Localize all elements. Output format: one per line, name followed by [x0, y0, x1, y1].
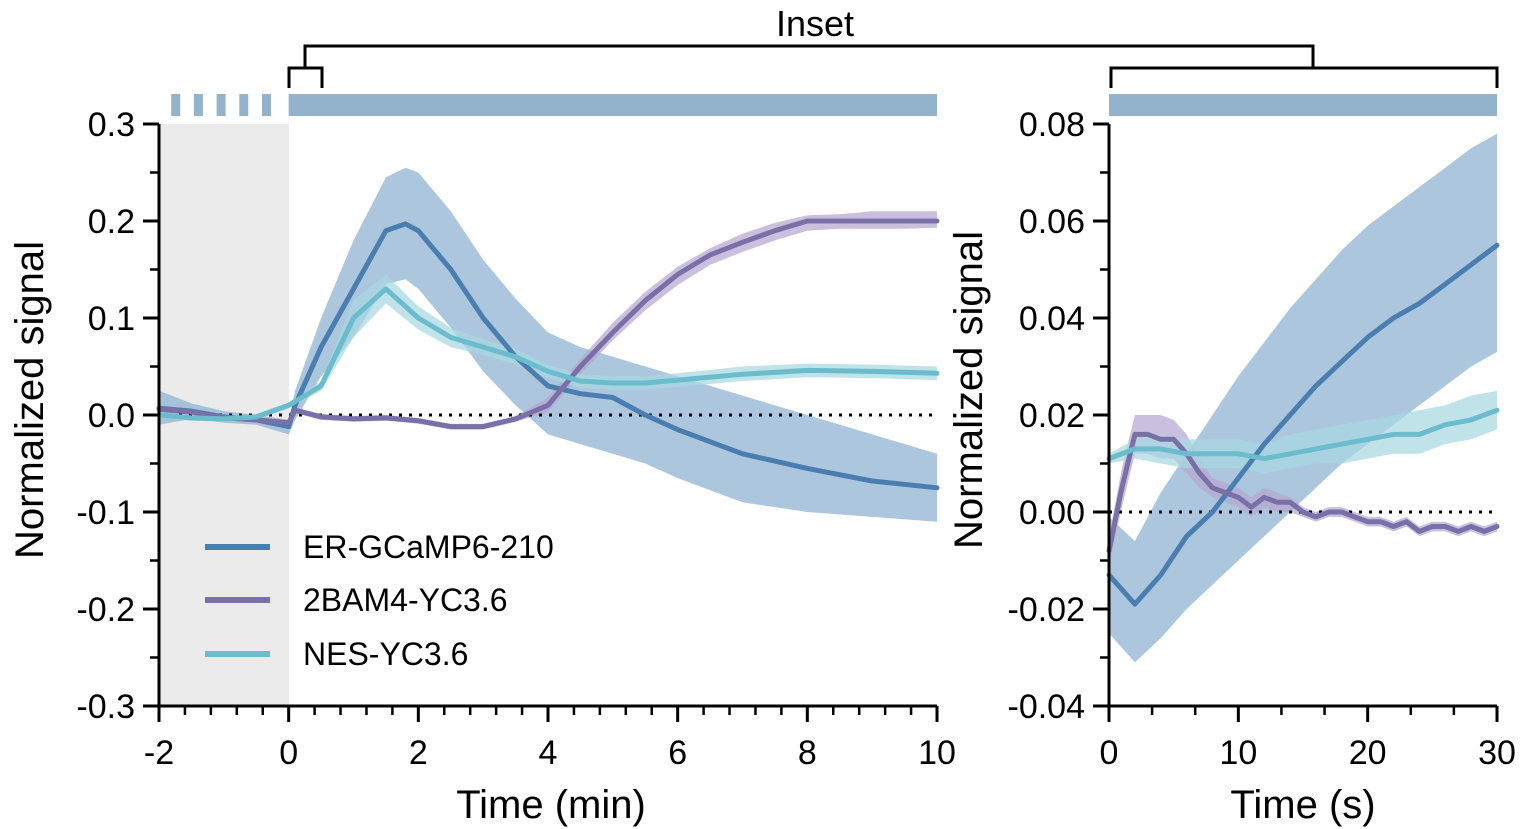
- series-line-nes-yc3-6: [1106, 407, 1500, 462]
- y-tick-label: 0.00: [1019, 494, 1085, 532]
- error-band-nes-yc3-6: [159, 274, 937, 422]
- inset-bracket: [287, 44, 1499, 88]
- y-tick-label: 0.06: [1019, 203, 1085, 241]
- y-tick-label: 0.3: [88, 106, 135, 144]
- stimulus-solid: [1109, 94, 1497, 116]
- series-lines: [156, 218, 940, 491]
- legend: ER-GCaMP6-210 2BAM4-YC3.6 NES-YC3.6: [205, 529, 554, 672]
- series-line-2bam4-yc3-6: [156, 218, 940, 430]
- stimulus-dash: [261, 94, 271, 116]
- legend-label: 2BAM4-YC3.6: [303, 582, 508, 618]
- y-tick-label: -0.1: [76, 494, 135, 532]
- x-axis: 0 10 20 30: [1100, 704, 1516, 772]
- y-tick-label: 0.08: [1019, 106, 1085, 144]
- legend-item: ER-GCaMP6-210: [205, 529, 554, 565]
- y-tick-label: -0.2: [76, 591, 135, 629]
- y-tick-label: 0.1: [88, 300, 135, 338]
- y-tick-label: -0.02: [1008, 591, 1086, 629]
- x-ticks: 0 10 20 30: [1100, 706, 1516, 772]
- y-axis-title: Normalized signal: [8, 241, 52, 559]
- x-tick-label: 10: [1219, 734, 1257, 772]
- x-tick-label: 6: [668, 734, 687, 772]
- x-tick-label: 10: [918, 734, 956, 772]
- stimulus-bar: [1109, 94, 1497, 116]
- y-tick-label: 0.02: [1019, 397, 1085, 435]
- x-tick-label: -2: [144, 734, 174, 772]
- y-tick-label: -0.3: [76, 688, 135, 726]
- series-line-er-gcamp6-210: [1106, 242, 1500, 607]
- stimulus-solid: [288, 94, 938, 116]
- y-tick-label: 0.04: [1019, 300, 1085, 338]
- series-line-2bam4-yc3-6: [1106, 431, 1500, 554]
- y-tick-label: 0.0: [88, 397, 135, 435]
- y-ticks: -0.3 -0.2 -0.1 0.0 0.1 0.2 0.3: [76, 106, 159, 726]
- legend-label: NES-YC3.6: [303, 636, 468, 672]
- y-ticks: -0.04 -0.02 0.00 0.02 0.04 0.06 0.08: [1008, 106, 1109, 726]
- legend-label: ER-GCaMP6-210: [303, 529, 554, 565]
- x-tick-label: 0: [1100, 734, 1119, 772]
- y-axis-title: Normalized signal: [947, 231, 991, 549]
- series-line-nes-yc3-6: [156, 286, 940, 422]
- error-band-er-gcamp6-210: [159, 167, 937, 522]
- stimulus-dash: [171, 94, 181, 116]
- x-tick-label: 30: [1478, 734, 1516, 772]
- main-chart: -0.3 -0.2 -0.1 0.0 0.1 0.2 0.3 -2 0 2 4 6 8 10 Time …: [8, 94, 956, 827]
- stimulus-dash: [216, 94, 226, 116]
- x-tick-label: 8: [798, 734, 817, 772]
- x-tick-label: 2: [409, 734, 428, 772]
- error-band-2bam4-yc3-6: [1109, 415, 1497, 566]
- inset-title: Inset: [776, 3, 854, 44]
- series-line-er-gcamp6-210: [156, 221, 940, 491]
- x-axis-title: Time (min): [456, 783, 646, 827]
- y-tick-label: 0.2: [88, 203, 135, 241]
- x-tick-label: 4: [539, 734, 558, 772]
- y-axis: -0.04 -0.02 0.00 0.02 0.04 0.06 0.08: [1008, 106, 1111, 726]
- x-axis: -2 0 2 4 6 8 10: [144, 704, 956, 772]
- x-ticks: -2 0 2 4 6 8 10: [144, 706, 956, 772]
- x-tick-label: 0: [279, 734, 298, 772]
- stimulus-dash: [193, 94, 203, 116]
- legend-item: 2BAM4-YC3.6: [205, 582, 508, 618]
- y-axis: -0.3 -0.2 -0.1 0.0 0.1 0.2 0.3: [76, 106, 161, 726]
- x-tick-label: 20: [1349, 734, 1387, 772]
- inset-chart: -0.04 -0.02 0.00 0.02 0.04 0.06 0.08 0 10 20 30 T…: [947, 94, 1516, 827]
- x-axis-title: Time (s): [1230, 783, 1375, 827]
- error-bands: [159, 167, 937, 522]
- legend-item: NES-YC3.6: [205, 636, 468, 672]
- series-lines: [1106, 242, 1500, 607]
- stimulus-bar: [171, 94, 938, 116]
- y-tick-label: -0.04: [1008, 688, 1086, 726]
- stimulus-dash: [239, 94, 249, 116]
